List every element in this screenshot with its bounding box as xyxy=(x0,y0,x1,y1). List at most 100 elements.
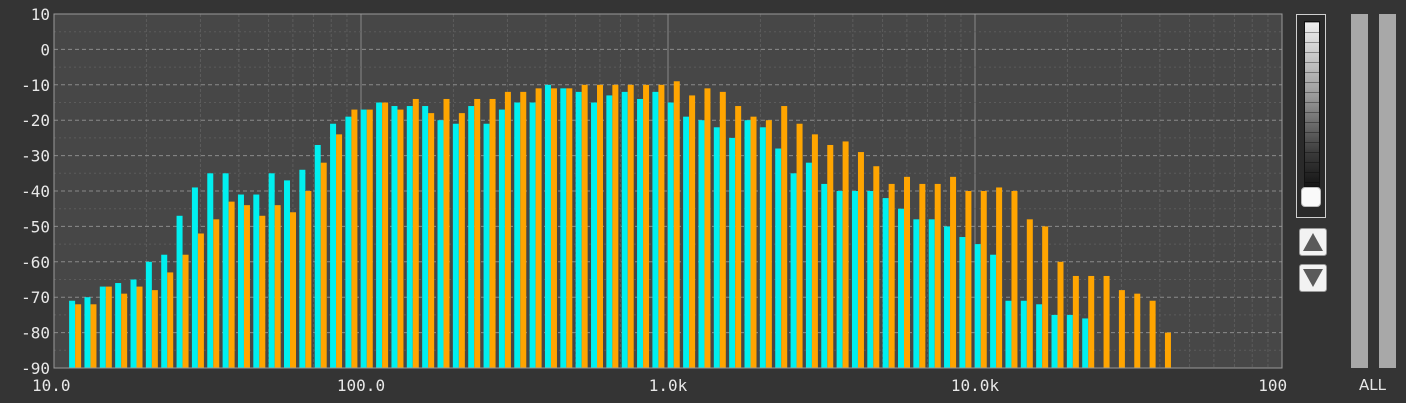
bar-cyan xyxy=(191,187,198,368)
bar-cyan xyxy=(913,219,920,368)
scroll-down-button[interactable] xyxy=(1299,264,1327,292)
bar-orange xyxy=(704,88,711,368)
bar-orange xyxy=(228,201,235,368)
gain-scroll-handle[interactable] xyxy=(1301,187,1321,207)
bar-orange xyxy=(581,84,588,369)
level-meter-right xyxy=(1379,14,1396,368)
bar-cyan xyxy=(575,91,582,368)
bar-cyan xyxy=(560,88,567,368)
bar-orange xyxy=(167,272,174,368)
bar-orange xyxy=(658,84,665,369)
bar-orange xyxy=(412,98,419,369)
bar-cyan xyxy=(959,237,966,368)
channel-all-label: ALL xyxy=(1359,376,1386,394)
gain-gradient xyxy=(1304,21,1320,187)
bar-cyan xyxy=(1082,318,1089,368)
spectrum-chart: 10 0 -10 -20 -30 -40 -50 -60 -70 -80 -90 10.0 100.0… xyxy=(21,5,1290,395)
bar-cyan xyxy=(944,226,951,368)
bar-orange xyxy=(781,106,788,368)
bar-cyan xyxy=(468,106,475,368)
bar-orange xyxy=(1026,219,1033,368)
bar-orange xyxy=(965,191,972,368)
bar-cyan xyxy=(637,98,644,369)
bar-cyan xyxy=(99,286,106,368)
bar-orange xyxy=(627,84,634,369)
bar-cyan xyxy=(207,173,214,368)
bar-orange xyxy=(136,286,143,368)
bar-orange xyxy=(934,183,941,368)
y-tick-label: -10 xyxy=(21,76,50,95)
bar-cyan xyxy=(161,254,168,368)
bar-orange xyxy=(458,113,465,369)
bar-cyan xyxy=(376,102,383,368)
x-tick-label: 10.0 xyxy=(32,376,71,395)
bar-orange xyxy=(197,233,204,368)
y-tick-label: -60 xyxy=(21,253,50,272)
bar-orange xyxy=(290,212,297,368)
bar-orange xyxy=(474,98,481,369)
bar-orange xyxy=(504,91,511,368)
bar-cyan xyxy=(667,102,674,368)
bar-orange xyxy=(919,183,926,368)
bar-orange xyxy=(351,109,358,368)
y-tick-label: -50 xyxy=(21,217,50,236)
bar-orange xyxy=(90,304,97,368)
gain-scrollbar[interactable] xyxy=(1296,14,1326,218)
bar-cyan xyxy=(775,148,782,368)
x-tick-label: 100.0 xyxy=(337,376,385,395)
bar-orange xyxy=(643,84,650,369)
triangle-up-icon xyxy=(1303,233,1323,251)
bar-orange xyxy=(857,152,864,368)
bar-cyan xyxy=(330,123,337,369)
triangle-down-icon xyxy=(1303,269,1323,287)
bar-orange xyxy=(1057,261,1064,368)
bar-orange xyxy=(735,106,742,368)
bar-cyan xyxy=(268,173,275,368)
bar-orange xyxy=(1072,275,1079,368)
bar-cyan xyxy=(253,194,260,368)
bar-orange xyxy=(719,91,726,368)
y-tick-label: 10 xyxy=(31,5,50,24)
bar-orange xyxy=(274,205,281,368)
bar-orange xyxy=(151,290,158,368)
bar-cyan xyxy=(529,102,536,368)
bar-cyan xyxy=(974,244,981,368)
y-tick-label: -40 xyxy=(21,182,50,201)
scroll-up-button[interactable] xyxy=(1299,228,1327,256)
bar-orange xyxy=(1134,293,1141,368)
level-meter-left xyxy=(1351,14,1368,368)
bar-cyan xyxy=(483,123,490,369)
bar-orange xyxy=(336,134,343,368)
x-tick-label: 10.0k xyxy=(951,376,1000,395)
bar-orange xyxy=(765,120,772,368)
bar-orange xyxy=(750,116,757,368)
bar-cyan xyxy=(299,169,306,368)
bar-cyan xyxy=(498,109,505,368)
x-tick-label: 1.0k xyxy=(649,376,688,395)
bar-orange xyxy=(1164,332,1171,368)
bar-cyan xyxy=(176,215,183,368)
bar-cyan xyxy=(345,116,352,368)
bar-cyan xyxy=(452,123,459,369)
bar-orange xyxy=(382,102,389,368)
bar-orange xyxy=(842,141,849,368)
bar-cyan xyxy=(591,102,598,368)
bar-cyan xyxy=(683,116,690,368)
bar-cyan xyxy=(821,183,828,368)
bar-cyan xyxy=(928,219,935,368)
bar-orange xyxy=(1042,226,1049,368)
bar-cyan xyxy=(713,127,720,368)
bar-orange xyxy=(243,205,250,368)
bar-orange xyxy=(213,219,220,368)
bar-cyan xyxy=(882,198,889,368)
bar-orange xyxy=(811,134,818,368)
x-tick-label: 100.0k xyxy=(1258,376,1290,395)
bar-orange xyxy=(1149,300,1156,368)
bar-cyan xyxy=(115,283,122,368)
bar-cyan xyxy=(84,297,91,368)
y-tick-label: -70 xyxy=(21,288,50,307)
bar-orange xyxy=(597,84,604,369)
bar-orange xyxy=(888,183,895,368)
bar-orange xyxy=(320,162,327,368)
bar-cyan xyxy=(314,144,321,368)
